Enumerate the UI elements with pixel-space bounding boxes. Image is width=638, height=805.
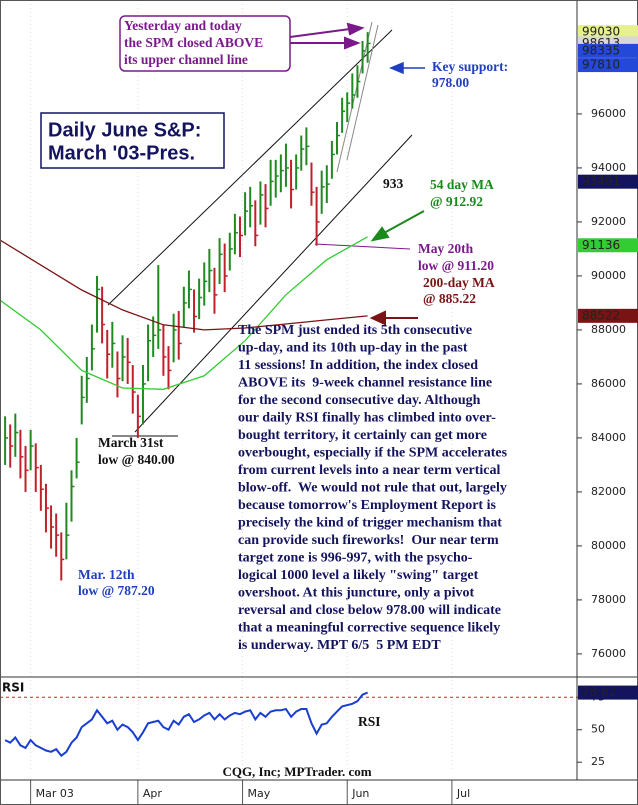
commentary-line: precisely the kind of trigger mechanism …	[238, 516, 502, 531]
y-tick-label: 78000	[591, 593, 626, 606]
y-tick-label: 96000	[591, 107, 626, 120]
x-tick-label: Mar 03	[36, 787, 74, 800]
commentary-line: from current levels into a near term ver…	[238, 463, 501, 478]
commentary-line: that a meaningful corrective sequence li…	[238, 621, 500, 636]
annotation: March 31st	[98, 435, 164, 450]
annotation: low @ 787.20	[78, 583, 155, 598]
title-box	[40, 112, 225, 169]
panel-title: RSI	[2, 681, 24, 695]
annotation: @ 885.22	[423, 291, 476, 306]
commentary-line: overbought, especially if the SPM accele…	[238, 446, 508, 461]
x-tick-label: Jul	[456, 787, 470, 800]
price-box	[578, 43, 638, 58]
commentary-line: blow-off. We would not rule that out, la…	[238, 481, 507, 496]
commentary-line: reversal and close below 978.00 will ind…	[238, 603, 501, 618]
annotation: Key support:	[432, 59, 508, 74]
commentary-line: because tomorrow's Employment Report is	[238, 498, 496, 513]
y-tick-label: 88000	[591, 323, 626, 336]
annotation: 200-day MA	[423, 275, 495, 290]
lower-channel	[134, 134, 413, 433]
commentary-line: can provide such fireworks! Our near ter…	[238, 533, 499, 548]
footer: CQG, Inc; MPTrader. com	[222, 764, 371, 779]
annotation: May 20th	[418, 241, 474, 256]
wedge-line	[346, 24, 379, 161]
series-line	[4, 691, 368, 758]
annotation: 54 day MA	[430, 177, 494, 192]
commentary-line: target zone is 996-997, with the psycho-	[238, 551, 473, 566]
y-tick-label: 90000	[591, 269, 626, 282]
y-tick-label: 94000	[591, 161, 626, 174]
price-box-label: 97810	[582, 58, 620, 72]
price-box	[578, 58, 638, 73]
y-tick-label: 92000	[591, 215, 626, 228]
data-layer	[0, 32, 371, 758]
price-box	[578, 308, 638, 323]
annotation: 978.00	[432, 75, 469, 90]
y-tick-label: 76000	[591, 647, 626, 660]
commentary-line: is underway. MPT 6/5 5 PM EDT	[238, 638, 441, 653]
price-box	[578, 174, 638, 189]
commentary-line: overshoot. At this juncture, only a pivo…	[238, 586, 475, 601]
price-box-label: 88522	[582, 308, 620, 322]
commentary-line: for the second consecutive day. Although	[238, 393, 481, 408]
price-box	[578, 238, 638, 253]
callout-arrows	[289, 22, 365, 50]
may20-pointer	[314, 243, 411, 250]
series-line	[0, 239, 368, 331]
y-tick-label: 25	[591, 755, 605, 768]
y-tick-label: 50	[591, 723, 605, 736]
chart-title: March '03-Pres.	[48, 142, 195, 164]
annotation: @ 912.92	[430, 194, 483, 209]
price-box-label: 93491	[582, 174, 620, 188]
legend-label: RSI	[358, 714, 381, 729]
annotation: low @ 840.00	[98, 452, 175, 467]
commentary-line: The SPM just ended its 5th consecutive	[238, 323, 472, 338]
commentary-line: bought territory, it certainly can get m…	[238, 428, 487, 443]
annotation: the SPM closed ABOVE	[124, 35, 263, 50]
x-tick-label: Jun	[351, 787, 369, 800]
price-box-label: 99030	[582, 25, 620, 39]
price-box-label: 98335	[582, 43, 620, 57]
support-arrow	[389, 61, 425, 75]
commentary-line: 11 sessions! In addition, the index clos…	[238, 358, 478, 373]
commentary-line: ABOVE its 9-week channel resistance line	[238, 376, 492, 391]
y-tick-label: 82000	[591, 485, 626, 498]
ma200-arrow	[369, 310, 418, 326]
price-box-label: 91136	[582, 238, 620, 252]
commentary-line: logical 1000 level a likely "swing" targ…	[238, 568, 479, 583]
price-box	[578, 685, 638, 700]
commentary-line: up-day, and its 10th up-day in the past	[238, 341, 468, 356]
annotation: its upper channel line	[124, 52, 248, 67]
commentary-line: our daily RSI finally has climbed into o…	[238, 411, 496, 426]
price-box	[578, 25, 638, 40]
channel-lines	[107, 21, 413, 437]
annotation: Yesterday and today	[124, 18, 242, 33]
annotation: 933	[383, 176, 404, 191]
upper-channel	[107, 29, 393, 306]
commentary: The SPM just ended its 5th consecutive up…	[238, 323, 508, 653]
y-tick-label: 80000	[591, 539, 626, 552]
ma54-arrow	[370, 210, 425, 242]
y-tick-label: 84000	[591, 431, 626, 444]
annotation: low @ 911.20	[418, 258, 494, 273]
chart-title: Daily June S&P:	[48, 119, 201, 141]
x-tick-label: Apr	[143, 787, 163, 800]
x-tick-label: May	[248, 787, 271, 800]
price-box-label: 78.62	[582, 685, 616, 699]
wedge-line	[336, 21, 373, 173]
y-tick-label: 86000	[591, 377, 626, 390]
series-line	[0, 236, 368, 390]
annotation: Mar. 12th	[78, 567, 135, 582]
